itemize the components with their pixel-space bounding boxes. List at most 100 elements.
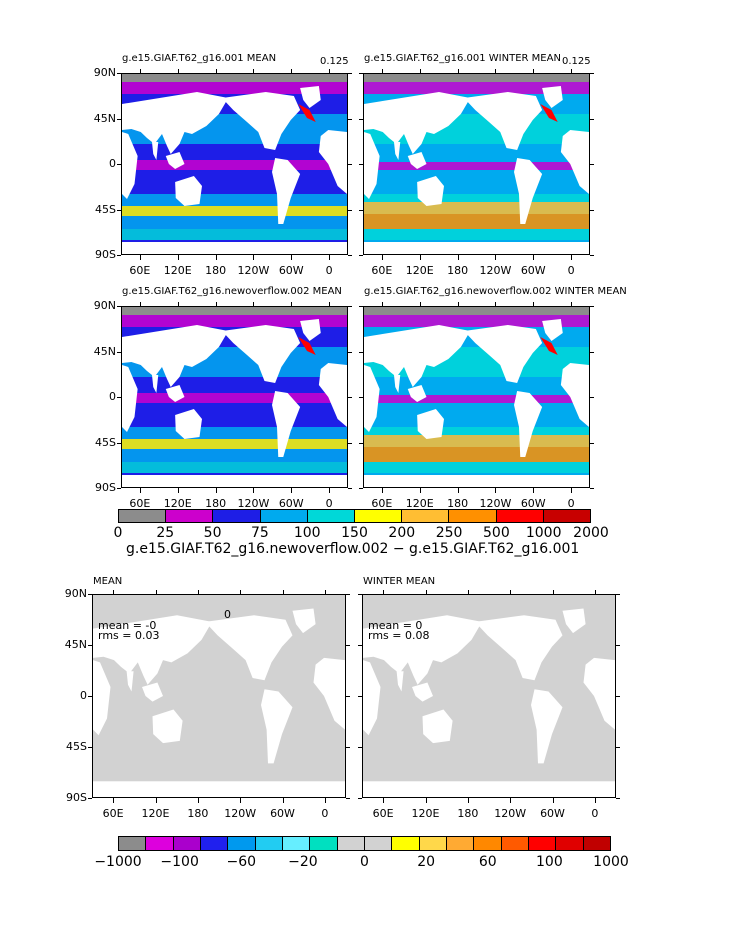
lat-label: 45N: [93, 344, 116, 358]
lat-tick: [359, 255, 363, 256]
lon-label: 120E: [163, 264, 192, 277]
lon-label: 0: [325, 264, 333, 277]
lon-tick: [240, 590, 242, 594]
continent-india: [396, 671, 404, 692]
continent-samer: [261, 689, 293, 764]
colorbar-swatch: [213, 510, 261, 522]
lon-tick: [197, 798, 199, 803]
ocean-map: [93, 595, 345, 797]
ocean-band: [122, 403, 347, 427]
colorbar-swatch: [200, 837, 229, 850]
continent-austral: [417, 409, 444, 439]
colorbar-swatch: [402, 510, 450, 522]
lat-label: 0: [109, 157, 116, 170]
ocean-band: [364, 194, 589, 202]
continent-austral: [417, 176, 444, 206]
lon-tick: [419, 302, 421, 306]
map-panel-bot-left: [92, 594, 346, 798]
lon-tick: [457, 69, 459, 73]
lon-tick: [324, 590, 326, 594]
lat-label: 90N: [93, 299, 116, 312]
difference-title: g.e15.GIAF.T62_g16.newoverflow.002 − g.e…: [126, 541, 580, 557]
lon-label: 120W: [224, 807, 257, 820]
colorbar-swatch: [449, 510, 497, 522]
continent-green: [300, 86, 321, 108]
continent-india: [394, 142, 401, 160]
continent-austral: [175, 409, 202, 439]
lat-tick: [616, 594, 620, 595]
lat-tick: [346, 645, 350, 646]
continent-seasia: [165, 385, 185, 402]
lat-tick: [117, 209, 121, 211]
lat-label: 90N: [64, 587, 87, 600]
lon-tick: [177, 255, 179, 260]
lon-tick: [139, 69, 141, 73]
lon-label: 180: [457, 807, 479, 820]
panel-corner-top-right: 0.125: [562, 56, 591, 67]
lon-tick: [533, 488, 535, 493]
lat-label: 90S: [95, 481, 116, 494]
colorbar-swatch: [583, 837, 610, 850]
map-panel-top-right: [363, 73, 590, 255]
lat-tick: [348, 351, 352, 353]
colorbar-swatch: [260, 510, 308, 522]
map-panel-bot-right: [362, 594, 616, 798]
lon-label: 120W: [237, 497, 270, 510]
lon-tick: [510, 798, 512, 803]
ocean-band: [364, 462, 589, 473]
lon-tick: [533, 69, 535, 73]
colorbar-tick-label: 200: [388, 525, 416, 541]
continent-green: [562, 608, 586, 634]
colorbar-tick-label: −1000: [94, 854, 142, 870]
colorbar-swatch: [528, 837, 557, 850]
ocean-band: [122, 160, 347, 170]
lon-tick: [381, 255, 383, 260]
lat-tick: [590, 73, 594, 74]
north-atlantic-hotspot: [298, 104, 316, 122]
lat-label: 45S: [66, 740, 87, 753]
continent-samer: [514, 158, 543, 224]
lon-tick: [533, 302, 535, 306]
colorbar-tick-label: 100: [536, 854, 563, 870]
continent-africa: [122, 130, 347, 199]
lon-label: 120E: [141, 807, 170, 820]
colorbar-swatch: [337, 837, 365, 850]
lat-tick: [117, 488, 121, 489]
continent-namer: [222, 325, 301, 383]
lat-tick: [348, 118, 352, 120]
continent-eurasia: [122, 92, 229, 154]
lon-tick: [419, 488, 421, 493]
lon-tick: [215, 488, 217, 493]
lat-tick: [348, 442, 352, 444]
colorbar-swatch: [392, 837, 420, 850]
ocean-band: [364, 403, 589, 427]
colorbar-swatch: [166, 510, 214, 522]
lat-label: 90N: [93, 66, 116, 79]
lon-tick: [381, 302, 383, 306]
lat-label: 90S: [66, 791, 87, 804]
lon-tick: [457, 302, 459, 306]
lon-tick: [495, 488, 497, 493]
lon-tick: [457, 255, 459, 260]
lat-tick: [348, 73, 352, 74]
lat-tick: [348, 209, 352, 211]
lon-tick: [253, 488, 255, 493]
colorbar-swatch: [355, 510, 403, 522]
lon-label: 120E: [411, 807, 440, 820]
lon-label: 180: [447, 497, 469, 510]
ocean-band: [364, 395, 589, 403]
panel-title-bot-left: MEAN: [93, 576, 123, 587]
lat-tick: [348, 397, 352, 398]
continent-africa: [363, 657, 615, 736]
lon-label: 60E: [129, 497, 151, 510]
lat-tick: [616, 747, 620, 748]
ocean-map: [363, 595, 615, 797]
colorbar-swatch: [364, 837, 393, 850]
lat-tick: [590, 351, 594, 353]
continent-antarctica: [93, 781, 345, 797]
map-panel-mid-left: [121, 306, 348, 488]
lat-tick: [88, 696, 92, 697]
ocean-band: [364, 447, 589, 462]
colorbar-tick-label: 0: [360, 854, 369, 870]
lat-tick: [590, 255, 594, 256]
